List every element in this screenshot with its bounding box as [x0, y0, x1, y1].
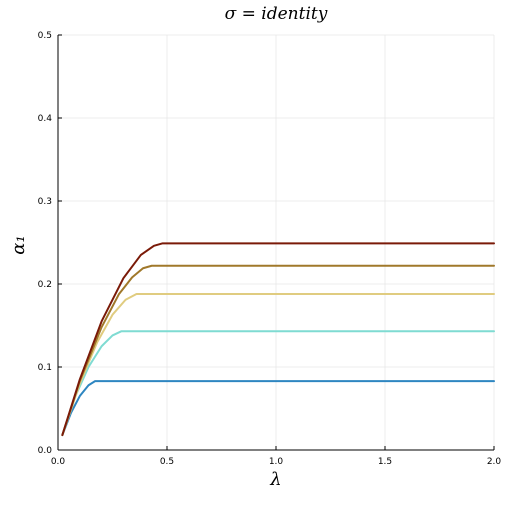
- series-lines: [61, 242, 495, 437]
- x-tick-label: 1.5: [378, 457, 392, 467]
- y-axis-label: α₁: [8, 235, 29, 254]
- y-tick-label: 0.3: [38, 197, 52, 207]
- y-tick-label: 0.0: [38, 446, 53, 456]
- series-line-2: [61, 330, 495, 437]
- x-tick-label: 2.0: [487, 457, 502, 467]
- series-line-4: [61, 264, 495, 437]
- y-tick-label: 0.2: [38, 280, 52, 290]
- x-tick-label: 0.0: [51, 457, 66, 467]
- chart-title: σ = identity: [225, 4, 328, 24]
- series-line-5: [61, 242, 495, 437]
- y-tick-label: 0.1: [38, 363, 52, 373]
- y-tick-label: 0.5: [38, 31, 52, 41]
- x-tick-label: 1.0: [269, 457, 284, 467]
- y-ticks: 0.0 0.1 0.2 0.3 0.4 0.5: [38, 31, 62, 456]
- x-ticks: 0.0 0.5 1.0 1.5 2.0: [51, 446, 502, 467]
- y-tick-label: 0.4: [38, 114, 53, 124]
- series-line-3: [61, 292, 495, 437]
- series-line-1: [61, 380, 495, 437]
- x-axis-label: λ: [269, 469, 281, 490]
- x-tick-label: 0.5: [160, 457, 174, 467]
